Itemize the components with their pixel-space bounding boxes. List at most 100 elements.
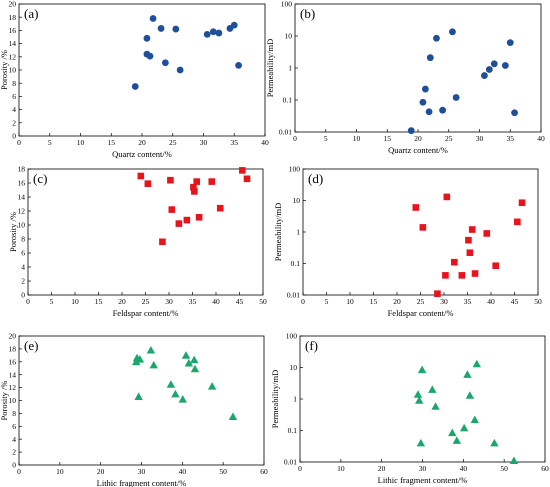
y-tick-label: 0: [12, 132, 16, 141]
y-tick-label: 100: [289, 165, 301, 174]
data-point: [431, 402, 440, 410]
data-point: [183, 216, 191, 224]
x-tick-label: 45: [236, 297, 244, 306]
x-tick-label: 20: [138, 138, 146, 147]
x-tick-label: 25: [142, 297, 150, 306]
y-tick-label: 2: [12, 448, 16, 457]
y-tick-label: 10: [9, 396, 17, 405]
chart-panel-2: 0 5 10 15 20 25 30 35 40 0.01 0.1 1 10 100 Quartz cont…: [265, 0, 545, 155]
chart-panel-3: 0 5 10 15 20 25 30 35 40 45 50 0 2 4 6 8 10 12 14 16 18 Felds…: [8, 165, 267, 318]
data-point: [243, 175, 251, 183]
y-tick-label: 0.1: [288, 426, 298, 435]
data-point: [216, 204, 224, 212]
data-point: [468, 226, 476, 233]
data-point: [137, 172, 145, 180]
x-axis-title: Quartz content/%: [388, 145, 448, 155]
y-tick-label: 2: [21, 277, 25, 286]
y-tick-label: 6: [12, 92, 16, 101]
panel-label: (b): [300, 6, 315, 21]
data-point: [143, 34, 151, 42]
data-point: [146, 345, 156, 354]
data-point: [442, 272, 449, 279]
y-tick-label: 0.1: [291, 259, 301, 268]
data-point: [189, 355, 199, 364]
x-tick-label: 15: [95, 297, 103, 306]
data-point: [195, 214, 203, 221]
data-point: [426, 54, 434, 62]
data-point: [157, 25, 165, 32]
data-point: [131, 83, 139, 90]
data-point: [416, 438, 426, 447]
x-tick-label: 20: [393, 297, 401, 306]
x-tick-label: 20: [378, 464, 386, 473]
x-tick-label: 40: [212, 297, 220, 306]
y-axis-title: Permeability/mD: [270, 370, 280, 429]
y-tick-label: 18: [9, 345, 17, 354]
y-axis-title: Porosity /%: [8, 212, 18, 252]
data-point: [459, 423, 469, 432]
data-point: [215, 29, 223, 37]
x-tick-label: 10: [346, 297, 354, 306]
x-tick-label: 10: [353, 134, 361, 143]
x-axis-title: Feldspar content/%: [388, 308, 454, 318]
y-tick-label: 8: [12, 79, 16, 88]
data-point: [184, 358, 194, 367]
y-tick-label: 1: [288, 64, 292, 73]
data-point: [443, 193, 451, 201]
data-point: [191, 188, 198, 195]
data-point: [239, 167, 246, 174]
x-tick-label: 20: [414, 134, 422, 143]
data-point: [176, 66, 184, 74]
x-tick-label: 40: [460, 464, 468, 473]
y-tick-label: 2: [12, 118, 16, 127]
data-point: [407, 127, 415, 135]
x-tick-label: 10: [77, 138, 85, 147]
data-point: [417, 365, 427, 374]
data-point: [144, 180, 152, 187]
chart-panel-6: 0 10 20 30 40 50 60 0.01 0.1 1 10 100 Lithic fragmen…: [270, 332, 549, 485]
x-tick-label: 5: [48, 138, 52, 147]
data-point: [481, 72, 488, 79]
x-tick-label: 0: [293, 134, 297, 143]
y-tick-label: 4: [12, 435, 16, 444]
data-point: [146, 52, 154, 60]
y-tick-label: 0.01: [279, 128, 292, 137]
x-axis-title: Lithic fragment content/%: [378, 475, 468, 485]
data-point: [428, 385, 437, 393]
x-tick-label: 35: [464, 297, 472, 306]
y-tick-label: 8: [21, 235, 25, 244]
panel-label: (f): [305, 338, 318, 353]
y-tick-label: 16: [18, 179, 26, 188]
data-point: [425, 108, 433, 116]
data-point: [449, 28, 456, 36]
y-tick-label: 16: [9, 357, 17, 366]
data-point: [434, 290, 441, 297]
x-tick-label: 50: [219, 467, 227, 476]
data-point: [483, 230, 491, 237]
y-tick-label: 0: [12, 461, 16, 470]
data-point: [175, 220, 183, 227]
y-tick-label: 0.01: [287, 291, 300, 300]
data-point: [485, 66, 493, 73]
x-tick-label: 5: [50, 297, 54, 306]
data-point: [131, 357, 141, 366]
x-tick-label: 45: [511, 297, 519, 306]
data-point: [439, 106, 446, 114]
data-point: [235, 61, 242, 69]
data-point: [181, 351, 191, 359]
data-point: [433, 34, 440, 42]
data-point: [458, 272, 466, 279]
x-tick-label: 50: [534, 297, 542, 306]
data-point: [178, 395, 187, 403]
data-point: [506, 39, 514, 47]
data-point: [190, 183, 197, 191]
chart-panel-4: 0 5 10 15 20 25 30 35 40 45 50 0.01 0.1 1 10 100 Feldspa…: [273, 165, 542, 318]
x-tick-label: 40: [537, 134, 545, 143]
data-point: [452, 436, 461, 444]
y-axis-title: Porosity /%: [0, 381, 9, 421]
data-point: [415, 396, 424, 404]
data-point: [421, 85, 429, 93]
data-point: [501, 62, 509, 69]
data-point: [203, 30, 211, 38]
data-point: [207, 382, 217, 390]
